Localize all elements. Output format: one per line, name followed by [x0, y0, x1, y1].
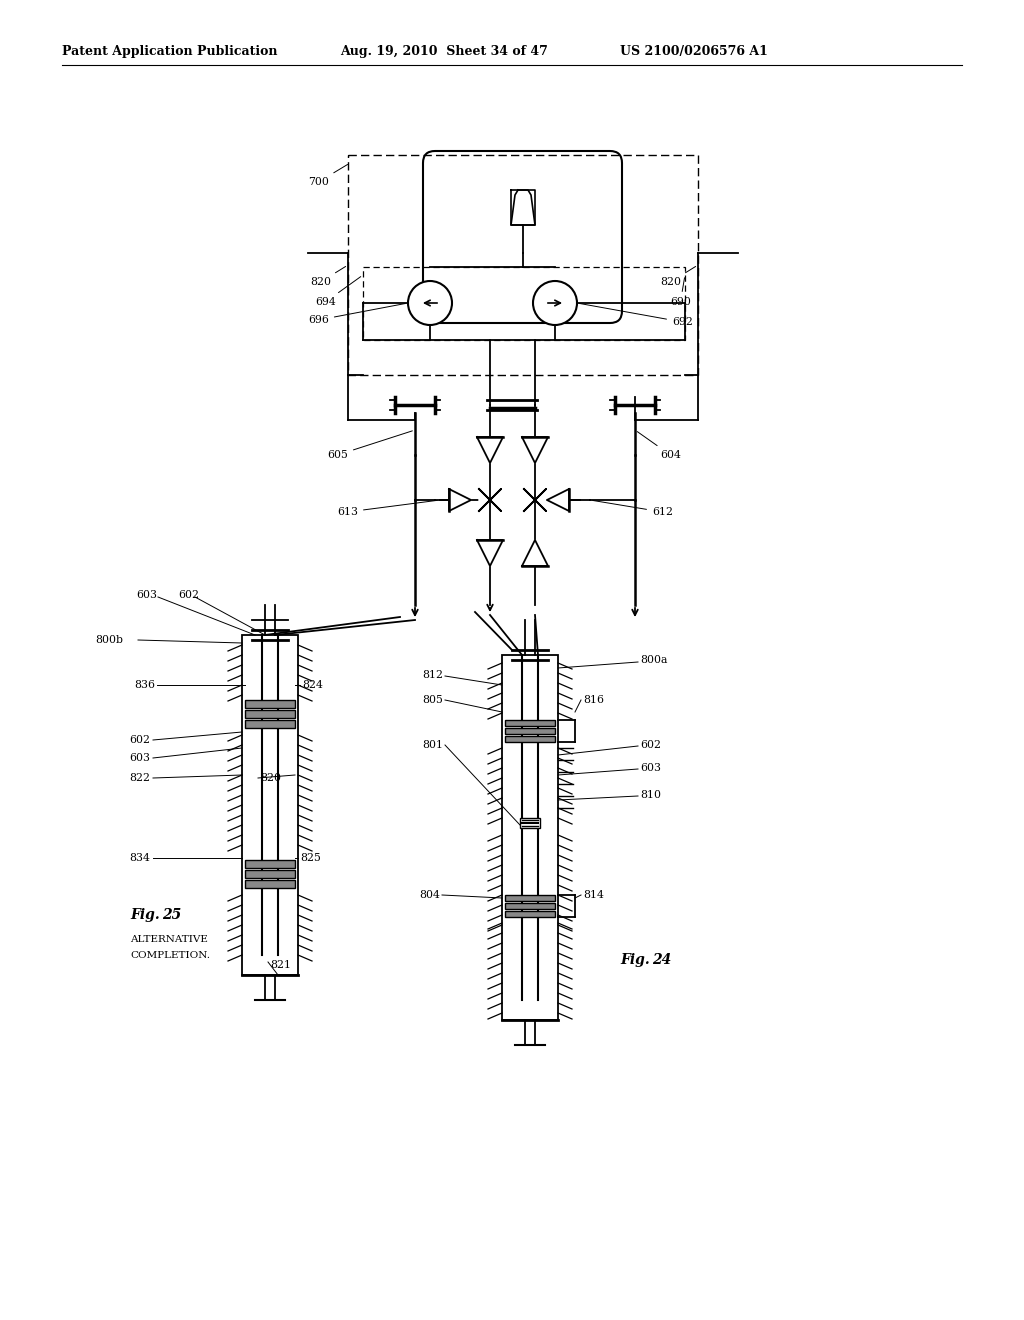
Text: 602: 602	[640, 741, 662, 750]
Text: 801: 801	[422, 741, 443, 750]
Polygon shape	[477, 540, 503, 566]
Bar	[245, 870, 295, 878]
Bar	[245, 710, 295, 718]
Bar	[245, 719, 295, 729]
Bar	[242, 635, 298, 975]
Text: 602: 602	[129, 735, 150, 744]
Text: 836: 836	[134, 680, 155, 690]
Text: Fig.: Fig.	[130, 908, 160, 921]
Text: 821: 821	[270, 960, 291, 970]
Text: 603: 603	[640, 763, 662, 774]
Bar	[348, 154, 698, 375]
Text: 24: 24	[652, 953, 672, 968]
Polygon shape	[511, 190, 535, 224]
Bar	[505, 719, 555, 726]
Text: 612: 612	[593, 500, 673, 517]
Text: 692: 692	[580, 304, 693, 327]
Text: 820: 820	[660, 267, 695, 286]
Polygon shape	[524, 488, 535, 511]
Polygon shape	[477, 437, 503, 463]
Text: 603: 603	[136, 590, 157, 601]
Text: Aug. 19, 2010  Sheet 34 of 47: Aug. 19, 2010 Sheet 34 of 47	[340, 45, 548, 58]
Text: 834: 834	[129, 853, 150, 863]
Bar	[245, 700, 295, 708]
Polygon shape	[449, 488, 471, 511]
Polygon shape	[511, 190, 535, 224]
Circle shape	[534, 281, 577, 325]
Text: 604: 604	[637, 432, 681, 459]
Text: 696: 696	[308, 304, 406, 325]
Bar	[362, 267, 685, 341]
Bar	[505, 737, 555, 742]
Text: 820: 820	[310, 267, 346, 286]
Text: 814: 814	[583, 890, 604, 900]
Polygon shape	[522, 437, 548, 463]
Bar	[505, 903, 555, 909]
Text: 603: 603	[129, 752, 150, 763]
Text: COMPLETION.: COMPLETION.	[130, 950, 210, 960]
Text: 816: 816	[583, 696, 604, 705]
Text: 824: 824	[302, 680, 323, 690]
Text: 825: 825	[300, 853, 321, 863]
Text: 810: 810	[640, 789, 662, 800]
Polygon shape	[547, 488, 569, 511]
Bar	[505, 729, 555, 734]
Bar	[520, 818, 540, 828]
Text: 613: 613	[337, 500, 437, 517]
Text: 690: 690	[670, 277, 691, 308]
Bar	[505, 911, 555, 917]
Polygon shape	[535, 488, 546, 511]
Text: 822: 822	[129, 774, 150, 783]
Text: 812: 812	[422, 671, 443, 680]
Polygon shape	[479, 488, 490, 511]
Text: US 2100/0206576 A1: US 2100/0206576 A1	[620, 45, 768, 58]
Text: 800b: 800b	[95, 635, 123, 645]
Circle shape	[408, 281, 452, 325]
Bar	[245, 861, 295, 869]
Polygon shape	[490, 488, 501, 511]
Text: ALTERNATIVE: ALTERNATIVE	[130, 936, 208, 945]
Text: 820: 820	[260, 774, 281, 783]
Text: Patent Application Publication: Patent Application Publication	[62, 45, 278, 58]
Bar	[245, 880, 295, 888]
Text: 700: 700	[308, 165, 347, 187]
Text: 804: 804	[419, 890, 440, 900]
Text: 694: 694	[315, 277, 360, 308]
Bar	[502, 655, 558, 1020]
Bar	[505, 895, 555, 902]
Text: Fig.: Fig.	[620, 953, 650, 968]
Text: 25: 25	[162, 908, 181, 921]
Text: 805: 805	[422, 696, 443, 705]
Text: 800a: 800a	[640, 655, 668, 665]
Polygon shape	[522, 540, 548, 566]
Text: 605: 605	[327, 430, 413, 459]
Text: 602: 602	[178, 590, 199, 601]
